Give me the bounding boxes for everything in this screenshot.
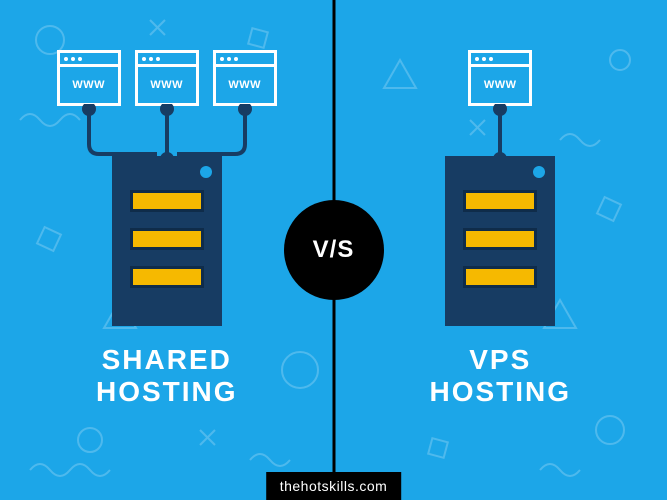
vps-hosting-panel: WWW VPS HOSTING [334,0,667,500]
title-line: HOSTING [429,376,571,408]
server-led-icon [533,166,545,178]
browser-label: WWW [138,67,196,103]
browser-row-shared: WWW WWW WWW [57,50,277,106]
server-led-icon [200,166,212,178]
browser-label: WWW [471,67,529,103]
server-slot [463,266,537,288]
server-slot [130,228,204,250]
browser-window-icon: WWW [468,50,532,106]
browser-row-vps: WWW [468,50,532,106]
server-slot [130,190,204,212]
title-line: SHARED [96,344,238,376]
title-line: HOSTING [96,376,238,408]
footer-text: thehotskills.com [280,478,388,494]
browser-label: WWW [60,67,118,103]
infographic-canvas: V/S WWW WWW WWW [0,0,667,500]
vps-hosting-title: VPS HOSTING [429,344,571,408]
server-slot [463,228,537,250]
footer-credit: thehotskills.com [266,472,402,500]
server-slot [130,266,204,288]
server-icon [112,156,222,326]
server-icon [445,156,555,326]
shared-hosting-panel: WWW WWW WWW [0,0,334,500]
browser-window-icon: WWW [135,50,199,106]
browser-window-icon: WWW [213,50,277,106]
title-line: VPS [429,344,571,376]
server-slot [463,190,537,212]
connector-vps [480,104,520,164]
connector-shared [52,104,282,164]
browser-window-icon: WWW [57,50,121,106]
browser-label: WWW [216,67,274,103]
shared-hosting-title: SHARED HOSTING [96,344,238,408]
